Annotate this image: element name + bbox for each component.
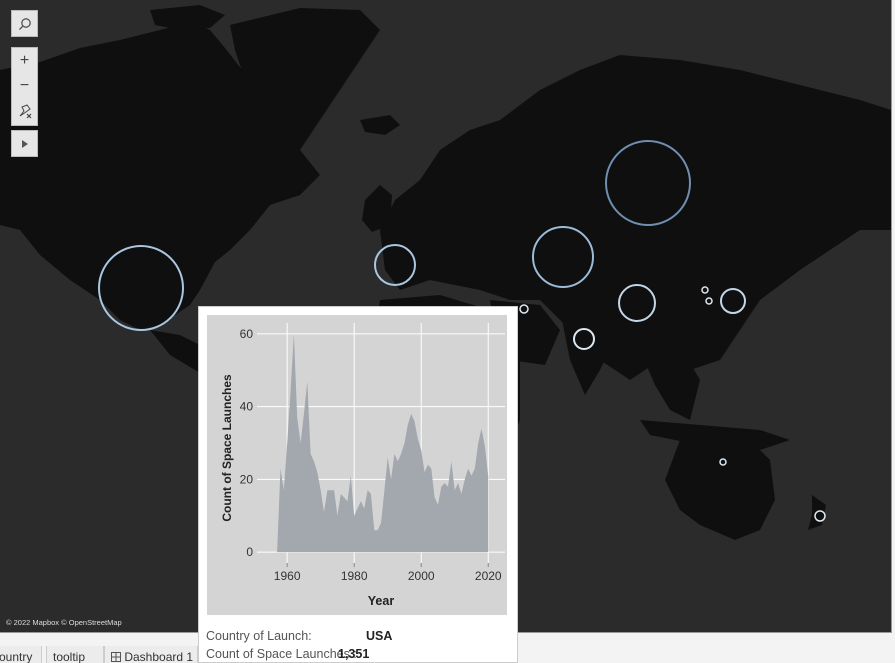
- x-tick-label: 1980: [341, 569, 368, 583]
- y-tick-label: 60: [240, 327, 254, 341]
- x-tick-label: 1960: [274, 569, 301, 583]
- tooltip-count-value: 1,351: [338, 647, 370, 661]
- land-eurasia: [380, 55, 891, 380]
- chart-svg: 1960 1980 2000 2020 0 20 40 60 Year Count of Spac…: [220, 323, 505, 608]
- land-indochina: [640, 345, 700, 420]
- x-tick-label: 2000: [408, 569, 435, 583]
- land-australia: [665, 428, 775, 540]
- land-iceland: [360, 115, 400, 135]
- map-search-control[interactable]: [11, 10, 38, 37]
- tab-dashboard-1-label: Dashboard 1: [124, 650, 194, 663]
- land-greenland: [230, 8, 380, 150]
- pin-remove-icon[interactable]: [12, 98, 37, 123]
- land-japan: [722, 270, 755, 315]
- tooltip-popup: 1960 1980 2000 2020 0 20 40 60 Year Count of Spac…: [198, 306, 518, 663]
- dashboard-grid-icon: [111, 650, 124, 663]
- launch-circle-france: [374, 244, 416, 286]
- map-zoom-controls: + −: [11, 47, 38, 126]
- land-uk: [362, 185, 392, 232]
- tooltip-country-value: USA: [366, 629, 393, 643]
- launch-circle-kazakhstan: [532, 226, 594, 288]
- launch-circle-iran: [519, 304, 529, 314]
- area-series: [277, 333, 489, 553]
- x-tick-label: 2020: [475, 569, 502, 583]
- land-north-america: [0, 22, 320, 330]
- launch-circle-usa: [98, 245, 184, 331]
- launch-circle-india: [573, 328, 595, 350]
- x-axis-title: Year: [368, 594, 395, 608]
- launch-circle-japan: [720, 288, 746, 314]
- launches-area-chart: 1960 1980 2000 2020 0 20 40 60 Year Count of Spac…: [207, 315, 507, 615]
- search-icon[interactable]: [12, 11, 37, 36]
- play-icon[interactable]: [12, 131, 37, 156]
- launch-circle-south-korea: [705, 297, 713, 305]
- map-attribution[interactable]: © 2022 Mapbox © OpenStreetMap: [6, 618, 122, 627]
- zoom-out-button[interactable]: −: [19, 76, 30, 94]
- tab-tooltip[interactable]: tooltip: [46, 646, 104, 663]
- launch-circle-russia: [605, 140, 691, 226]
- launch-circle-china: [618, 284, 656, 322]
- y-tick-label: 40: [240, 400, 254, 414]
- launch-circle-north-korea: [701, 286, 709, 294]
- land-arctic-islands: [150, 5, 225, 30]
- y-tick-label: 0: [246, 545, 253, 559]
- map-expand-control[interactable]: [11, 130, 38, 157]
- tooltip-count-label: Count of Space Launches :: [206, 647, 357, 661]
- y-axis-title: Count of Space Launches: [220, 374, 234, 522]
- launch-circle-australia: [719, 458, 727, 466]
- zoom-in-button[interactable]: +: [19, 51, 30, 69]
- land-india: [560, 305, 620, 395]
- tab-country[interactable]: ountry: [0, 646, 42, 663]
- tooltip-country-label: Country of Launch:: [206, 629, 312, 643]
- launch-circle-new-zealand: [814, 510, 826, 522]
- tab-country-label: ountry: [0, 650, 33, 663]
- y-tick-label: 20: [240, 472, 254, 486]
- tab-tooltip-label: tooltip: [53, 650, 86, 663]
- tab-dashboard-1[interactable]: Dashboard 1: [104, 646, 198, 663]
